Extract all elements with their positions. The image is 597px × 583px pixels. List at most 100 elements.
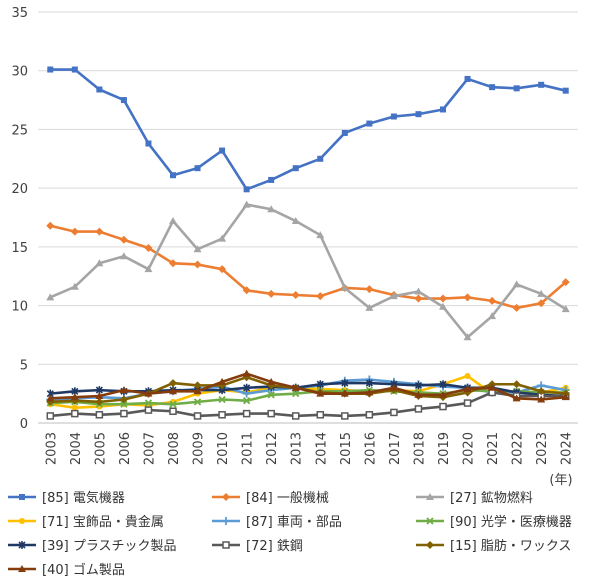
data-point xyxy=(170,172,176,179)
data-point xyxy=(440,106,446,113)
data-point xyxy=(144,399,153,407)
x-tick-label: 2010 xyxy=(216,432,231,465)
data-point xyxy=(218,265,227,274)
series-line xyxy=(50,391,566,418)
data-point xyxy=(242,397,251,405)
data-point xyxy=(316,411,325,419)
x-tick-label: 2003 xyxy=(44,432,59,465)
series-line xyxy=(50,388,566,406)
data-point xyxy=(414,287,423,295)
data-point xyxy=(120,400,128,408)
data-point xyxy=(340,283,349,291)
series-9 xyxy=(46,369,570,403)
data-point xyxy=(488,383,497,391)
data-point xyxy=(120,97,127,104)
x-tick-label: 2011 xyxy=(241,432,256,465)
data-point xyxy=(426,541,434,549)
data-point xyxy=(222,517,230,525)
legend: [85] 電気機器 [84] 一般機械 [27] 鉱物燃料 [71] 宝飾品・貴金属 [… xyxy=(8,490,572,578)
data-point xyxy=(414,381,423,390)
y-tick-label: 35 xyxy=(11,6,28,21)
data-point xyxy=(95,411,104,419)
x-tick-label: 2016 xyxy=(363,432,378,465)
legend-label: [71] 宝飾品・貴金属 xyxy=(42,514,164,530)
data-point xyxy=(120,409,128,418)
gridlines xyxy=(38,11,578,424)
data-point xyxy=(464,75,471,82)
data-point xyxy=(316,389,325,397)
data-point xyxy=(291,217,300,225)
series-2 xyxy=(46,200,570,341)
data-point xyxy=(390,113,397,120)
data-point xyxy=(316,231,325,239)
data-point xyxy=(341,379,349,388)
legend-label: [87] 車両・部品 xyxy=(246,515,342,530)
x-tick-label: 2006 xyxy=(118,432,133,465)
data-point xyxy=(463,384,472,392)
data-point xyxy=(512,303,521,312)
data-point xyxy=(538,81,545,88)
data-point xyxy=(46,394,55,402)
legend-label: [40] ゴム製品 xyxy=(42,562,125,578)
data-point xyxy=(19,494,25,500)
x-tick-label: 2024 xyxy=(560,432,575,465)
data-point xyxy=(169,379,177,388)
x-tick-label: 2017 xyxy=(388,432,403,465)
data-point xyxy=(242,200,251,208)
data-point xyxy=(414,294,423,303)
legend-label: [85] 電気機器 xyxy=(42,490,125,506)
x-tick-label: 2013 xyxy=(290,432,305,465)
legend-label: [72] 鉄鋼 xyxy=(246,539,303,554)
data-point xyxy=(119,235,128,244)
data-point xyxy=(119,386,128,394)
x-tick-label: 2021 xyxy=(486,432,501,465)
data-point xyxy=(561,393,570,401)
data-point xyxy=(439,294,447,303)
legend-item: [72] 鉄鋼 xyxy=(212,539,303,554)
x-tick-label: 2020 xyxy=(462,432,477,465)
data-point xyxy=(316,292,325,301)
data-point xyxy=(169,217,177,225)
data-point xyxy=(169,400,177,408)
data-point xyxy=(512,280,521,288)
data-point xyxy=(193,245,202,253)
data-point xyxy=(193,412,202,420)
x-tick-label: 2015 xyxy=(339,432,354,465)
x-tick-label: 2012 xyxy=(265,432,280,465)
data-point xyxy=(218,395,226,404)
data-point xyxy=(512,394,521,402)
data-point xyxy=(193,260,202,269)
y-tick-label: 5 xyxy=(20,358,28,373)
data-point xyxy=(292,390,300,398)
data-point xyxy=(144,244,153,253)
data-point xyxy=(267,205,276,213)
legend-item: [71] 宝飾品・貴金属 xyxy=(8,514,164,530)
data-point xyxy=(390,408,398,417)
data-point xyxy=(70,282,79,290)
legend-item: [85] 電気機器 xyxy=(8,490,125,506)
data-point xyxy=(71,409,79,418)
data-point xyxy=(71,404,78,411)
x-tick-label: 2019 xyxy=(437,432,452,465)
data-point xyxy=(242,286,251,295)
data-point xyxy=(537,299,546,308)
data-point xyxy=(169,259,177,268)
legend-label: [39] プラスチック製品 xyxy=(42,539,177,554)
data-point xyxy=(145,140,152,147)
data-point xyxy=(243,186,250,193)
series-line xyxy=(50,68,567,191)
legend-item: [84] 一般機械 xyxy=(212,490,329,506)
data-point xyxy=(439,402,447,411)
data-point xyxy=(19,518,25,524)
data-point xyxy=(463,399,472,407)
data-point xyxy=(439,302,447,310)
series-1 xyxy=(46,221,570,312)
data-point xyxy=(316,380,324,389)
data-point xyxy=(439,380,447,389)
data-point xyxy=(71,66,78,73)
legend-item: [87] 車両・部品 xyxy=(212,515,342,530)
data-point xyxy=(561,278,570,287)
x-tick-label: 2008 xyxy=(167,432,182,465)
legend-item: [15] 脂肪・ワックス xyxy=(416,538,571,554)
